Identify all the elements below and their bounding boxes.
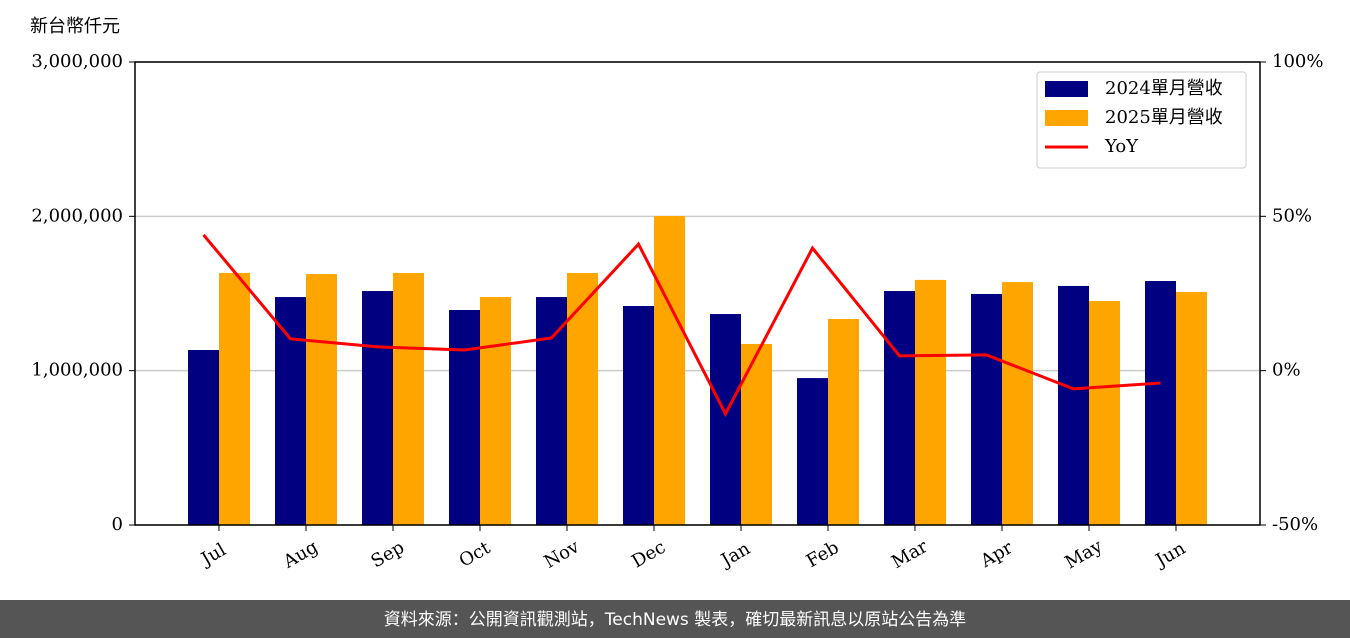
bar — [393, 272, 424, 525]
footer-text: 資料來源：公開資訊觀測站，TechNews 製表，確切最新訊息以原站公告為準 — [384, 610, 966, 630]
y-tick-label: 1,000,000 — [31, 360, 123, 381]
legend-label: 2025單月營收 — [1105, 107, 1223, 128]
legend-label: YoY — [1104, 136, 1139, 157]
x-tick-label: Jan — [716, 538, 754, 572]
bar — [741, 343, 772, 525]
bar — [1089, 301, 1120, 525]
y-tick-label: 0 — [112, 514, 123, 535]
x-tick-label: May — [1061, 535, 1106, 573]
bar — [971, 293, 1002, 525]
legend-swatch — [1045, 110, 1088, 126]
y2-tick-label: 50% — [1272, 205, 1312, 226]
x-tick-label: Nov — [541, 536, 584, 573]
x-tick-label: Sep — [368, 537, 408, 572]
bar — [306, 274, 337, 525]
bar — [1058, 285, 1089, 525]
bar — [915, 279, 946, 525]
x-tick-label: Mar — [888, 536, 932, 573]
x-tick-label: Dec — [628, 537, 669, 573]
bar — [1145, 280, 1176, 525]
x-tick-label: Jul — [196, 539, 230, 571]
footer-bar — [0, 600, 1350, 638]
y2-tick-label: -50% — [1272, 514, 1318, 535]
y-tick-label: 3,000,000 — [31, 51, 123, 72]
x-tick-label: Jun — [1151, 538, 1190, 573]
x-tick-label: Apr — [976, 537, 1016, 572]
line — [202, 233, 1161, 418]
bar — [1002, 282, 1033, 525]
bar — [480, 297, 511, 525]
y2-tick-label: 0% — [1272, 360, 1301, 381]
bar — [275, 297, 306, 525]
bar — [710, 314, 741, 525]
bar — [536, 297, 567, 525]
bar — [219, 272, 250, 525]
y-tick-label: 2,000,000 — [31, 205, 123, 226]
x-tick-label: Feb — [803, 537, 843, 572]
y-axis-label: 新台幣仟元 — [30, 16, 120, 37]
bar — [884, 291, 915, 525]
bar — [623, 306, 654, 525]
x-tick-label: Oct — [456, 537, 495, 572]
x-tick-label: Aug — [279, 536, 322, 573]
plot-frame — [134, 61, 1261, 526]
bar — [654, 216, 685, 526]
bar — [188, 349, 219, 525]
legend-swatch — [1045, 81, 1088, 97]
bar — [362, 291, 393, 525]
y2-tick-label: 100% — [1272, 51, 1323, 72]
bar — [797, 378, 828, 525]
bar — [449, 310, 480, 525]
legend-box — [1036, 71, 1247, 169]
legend-label: 2024單月營收 — [1105, 78, 1223, 99]
bar — [828, 318, 859, 525]
bar — [567, 272, 598, 525]
bar — [1176, 291, 1207, 525]
